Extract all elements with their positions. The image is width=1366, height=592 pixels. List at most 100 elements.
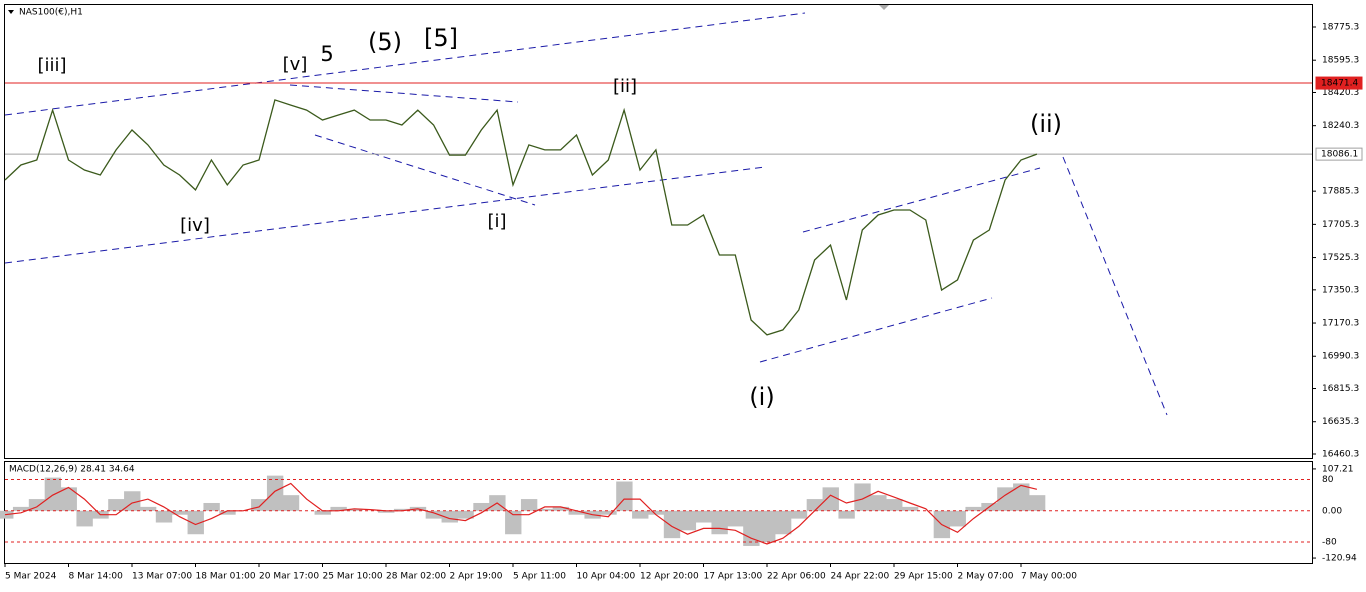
x-tick-label: 17 Apr 13:00 xyxy=(704,572,763,582)
trend-line xyxy=(4,166,766,264)
menu-arrow[interactable] xyxy=(8,10,14,14)
signal-line xyxy=(4,482,1038,545)
macd-bar xyxy=(473,502,490,511)
macd-title: MACD(12,26,9) 28.41 34.64 xyxy=(9,465,135,475)
macd-bar xyxy=(536,508,554,511)
y-tick-label: -80 xyxy=(1322,538,1337,548)
trend-line xyxy=(4,12,806,116)
y-tick-label: 16635.3 xyxy=(1322,417,1359,427)
y-tick-label: 18775.3 xyxy=(1322,23,1359,33)
x-tick-label: 5 Mar 2024 xyxy=(5,572,57,582)
macd-bar xyxy=(266,475,284,511)
shift-marker xyxy=(879,5,889,10)
y-tick-label: 17170.3 xyxy=(1322,319,1359,329)
y-tick-label: 17705.3 xyxy=(1322,220,1359,230)
macd-bar xyxy=(743,510,760,546)
macd-bar xyxy=(616,481,633,511)
macd-bar xyxy=(282,495,300,511)
y-tick-label: 16990.3 xyxy=(1322,352,1359,362)
y-tick-label: 18595.3 xyxy=(1322,56,1359,66)
macd-bar xyxy=(219,510,236,515)
macd-bar xyxy=(457,510,474,519)
x-tick-label: 18 Mar 01:00 xyxy=(196,572,256,582)
macd-bar xyxy=(854,483,871,511)
macd-bar xyxy=(60,487,77,511)
macd-bar xyxy=(695,510,712,523)
chart-title: NAS100(€),H1 xyxy=(19,8,83,18)
trend-line xyxy=(802,167,1041,233)
macd-bar xyxy=(251,499,268,511)
macd-bar xyxy=(774,510,792,535)
price-tag xyxy=(1315,76,1363,90)
macd-bar xyxy=(28,499,46,511)
wave-label: [5] xyxy=(424,24,458,52)
x-tick-label: 8 Mar 14:00 xyxy=(69,572,124,582)
x-tick-label: 20 Mar 17:00 xyxy=(259,572,319,582)
x-tick-label: 10 Apr 04:00 xyxy=(577,572,636,582)
macd-bar xyxy=(1028,495,1046,511)
trend-lines xyxy=(4,12,1168,416)
macd-bar xyxy=(171,510,189,515)
macd-bar xyxy=(76,510,93,527)
macd-bar xyxy=(949,510,966,527)
y-tick-label: 107.21 xyxy=(1322,464,1354,474)
macd-bar xyxy=(378,510,395,513)
wave-label: [ii] xyxy=(613,76,637,97)
price-tag xyxy=(1315,147,1363,161)
x-tick-label: 7 May 00:00 xyxy=(1021,572,1077,582)
projection-line xyxy=(1062,156,1168,416)
wave-label: [i] xyxy=(487,211,506,232)
y-tick-label: 80 xyxy=(1322,475,1334,485)
y-tick-label: 17885.3 xyxy=(1322,187,1359,197)
wave-label: (5) xyxy=(368,28,402,56)
price-tag-label: 18086.1 xyxy=(1321,150,1358,160)
macd-bar xyxy=(1013,483,1030,511)
macd-bar xyxy=(759,510,776,543)
wave-label: 5 xyxy=(320,42,333,66)
macd-bar xyxy=(44,477,62,511)
macd-bar xyxy=(139,506,157,511)
macd-bar xyxy=(108,499,125,511)
macd-bar xyxy=(632,510,649,519)
macd-bar xyxy=(425,510,443,519)
macd-bar xyxy=(203,502,220,511)
x-tick-label: 5 Apr 11:00 xyxy=(513,572,566,582)
x-tick-label: 12 Apr 20:00 xyxy=(640,572,699,582)
wave-label: [iv] xyxy=(180,215,210,236)
main-frame xyxy=(4,4,1313,459)
macd-bar xyxy=(12,506,30,511)
macd-bar xyxy=(393,508,411,511)
wave-label: (i) xyxy=(749,383,774,411)
macd-bar xyxy=(901,506,919,511)
y-tick-label: 17525.3 xyxy=(1322,253,1359,263)
macd-bar xyxy=(552,506,570,511)
macd-bar xyxy=(155,510,173,523)
y-tick-label: 16815.3 xyxy=(1322,384,1359,394)
x-tick-label: 22 Apr 06:00 xyxy=(767,572,826,582)
macd-bar xyxy=(600,510,617,515)
macd-bar xyxy=(568,510,585,515)
macd-bar xyxy=(346,508,363,511)
x-tick-label: 24 Apr 22:00 xyxy=(831,572,890,582)
macd-bar xyxy=(870,495,887,511)
macd-bar xyxy=(663,510,681,539)
trend-line xyxy=(314,134,536,206)
macd-bar xyxy=(505,510,522,535)
macd-bar xyxy=(886,499,903,511)
y-tick-label: 17350.3 xyxy=(1322,285,1359,295)
wave-label: [v] xyxy=(283,54,308,75)
x-tick-label: 2 May 07:00 xyxy=(958,572,1014,582)
macd-bar xyxy=(441,510,458,523)
macd-bar xyxy=(965,506,982,511)
x-tick-label: 2 Apr 19:00 xyxy=(450,572,503,582)
price-tag-label: 18471.4 xyxy=(1321,79,1358,89)
macd-bar xyxy=(790,510,808,519)
x-tick-label: 28 Mar 02:00 xyxy=(386,572,446,582)
macd-bar xyxy=(187,510,204,535)
y-tick-label: -120.94 xyxy=(1322,554,1357,564)
macd-bar xyxy=(314,510,331,515)
macd-bar xyxy=(679,510,697,531)
y-tick-label: 0.00 xyxy=(1322,506,1342,516)
